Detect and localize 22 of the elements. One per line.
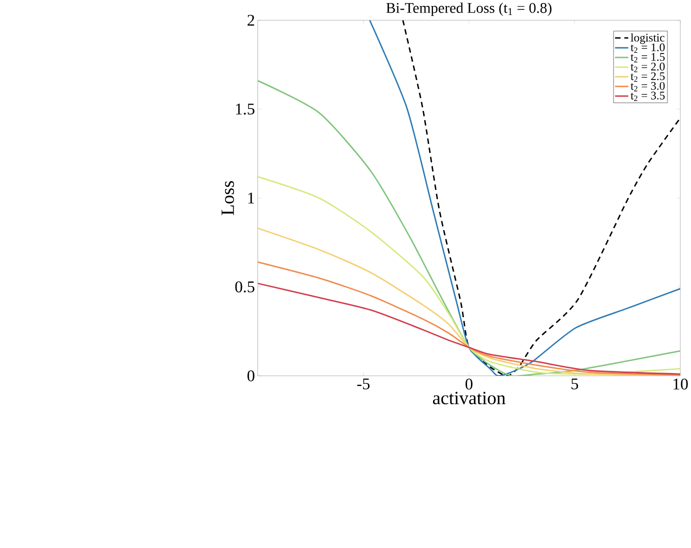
y-tick-label: 0	[247, 370, 254, 382]
x-tick-label: -5	[357, 378, 370, 390]
x-tick-label: 0	[466, 378, 472, 390]
legend-label: t$_{2}$ = 2.5	[630, 72, 665, 82]
x-tick-label: 5	[572, 378, 578, 390]
y-tick-label: 2	[248, 14, 254, 26]
x-tick-label: 10	[674, 378, 688, 390]
y-axis-title: Loss	[222, 180, 234, 215]
y-tick-label: 1.5	[236, 103, 254, 114]
legend-label: logistic	[630, 33, 664, 44]
legend-label: t$_{2}$ = 2.0	[630, 62, 665, 72]
legend-label: t$_{2}$ = 1.5	[630, 52, 665, 62]
line-series	[258, 176, 680, 375]
line-series	[258, 261, 680, 376]
y-tick-label: 1	[248, 192, 254, 204]
legend-label: t$_{2}$ = 3.5	[630, 92, 665, 101]
chart-title: Bi-Tempered Loss (t$_{1}$ = 0.8)	[386, 2, 552, 16]
y-tick-label: 0.5	[235, 281, 254, 292]
line-series	[258, 282, 680, 375]
legend-label: t$_{2}$ = 1.0	[630, 43, 665, 53]
x-axis-title: activation	[432, 392, 506, 404]
legend-label: t$_{2}$ = 3.0	[630, 82, 665, 92]
